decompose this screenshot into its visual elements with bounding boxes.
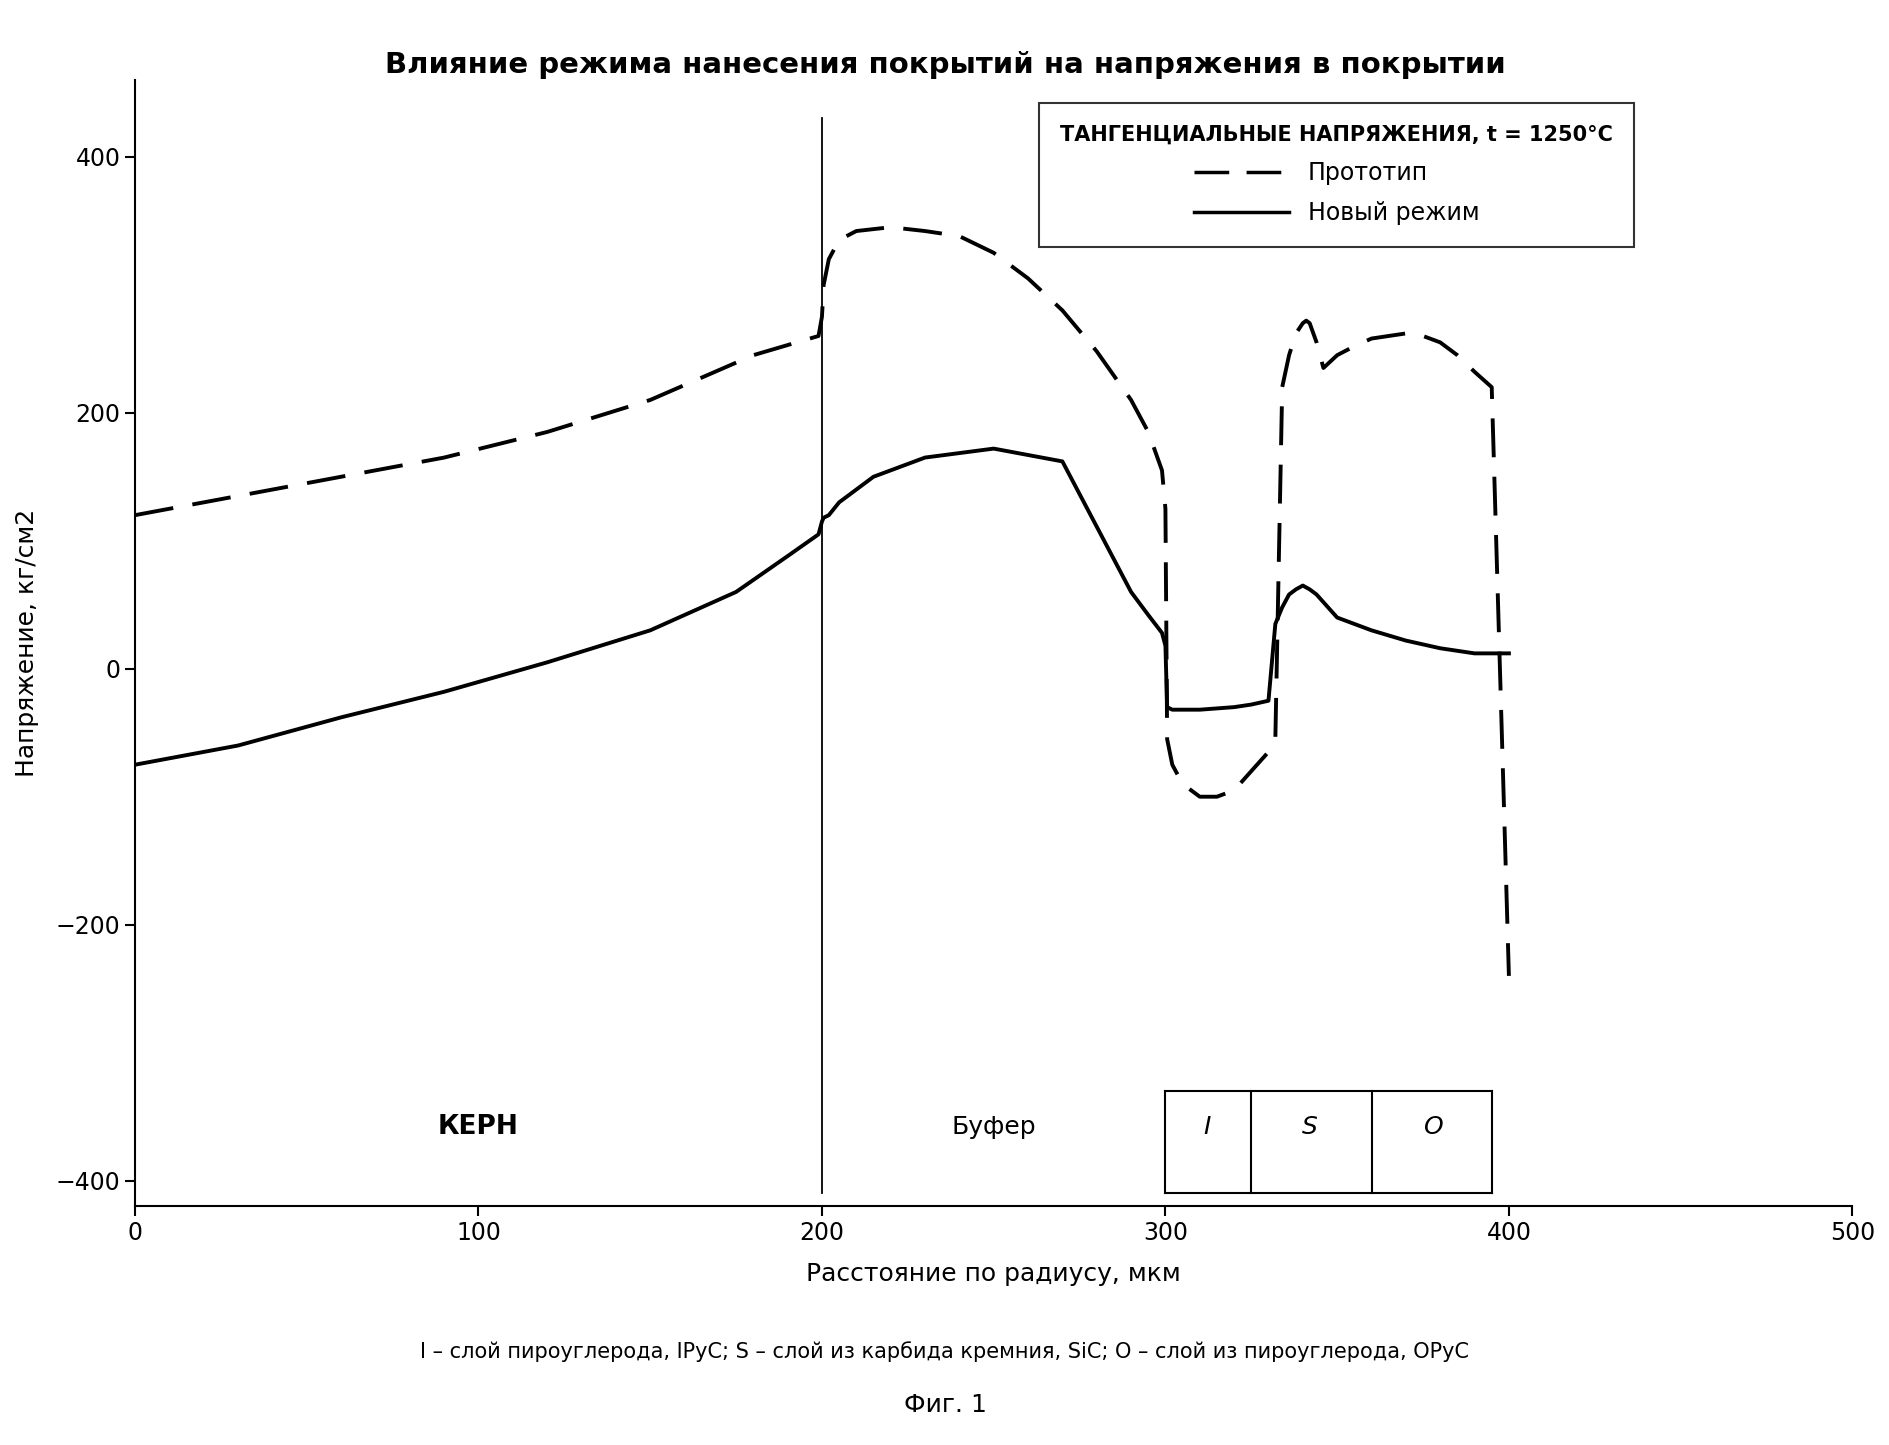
Text: I: I	[1201, 1116, 1209, 1139]
Y-axis label: Напряжение, кг/см2: Напряжение, кг/см2	[15, 509, 40, 777]
Text: Буфер: Буфер	[950, 1116, 1035, 1139]
Text: S: S	[1302, 1116, 1317, 1139]
Text: Влияние режима нанесения покрытий на напряжения в покрытии: Влияние режима нанесения покрытий на нап…	[385, 51, 1504, 78]
X-axis label: Расстояние по радиусу, мкм: Расстояние по радиусу, мкм	[807, 1261, 1181, 1286]
Text: I – слой пироуглерода, IРуС; S – слой из карбида кремния, SiC; O – слой из пироу: I – слой пироуглерода, IРуС; S – слой из…	[419, 1341, 1470, 1361]
Legend: Прототип, Новый режим: Прототип, Новый режим	[1039, 103, 1634, 247]
Text: КЕРН: КЕРН	[438, 1114, 519, 1140]
Text: Фиг. 1: Фиг. 1	[903, 1393, 986, 1418]
Text: O: O	[1422, 1116, 1443, 1139]
